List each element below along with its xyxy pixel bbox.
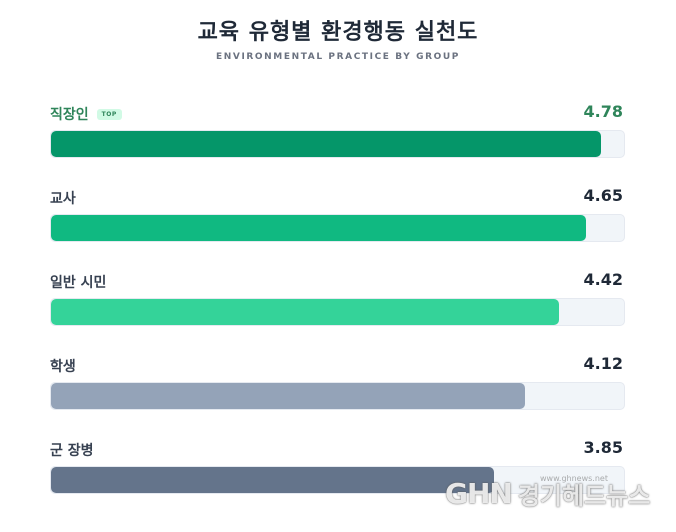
bar-category-label: 학생 [50,356,76,376]
category-text: 학생 [50,359,76,375]
category-text: 일반 시민 [50,275,107,291]
watermark: GHN 경기헤드뉴스 www.ghnews.net [445,474,651,511]
top-badge: TOP [96,108,122,120]
bar-row: 일반 시민 4.42 [50,270,625,334]
watermark-logo: GHN [445,477,513,510]
bar-value-label: 3.85 [583,438,623,457]
bar-category-label: 군 장병 [50,440,94,460]
bar-row: 직장인 TOP 4.78 [50,102,625,166]
category-text: 직장인 [50,107,89,123]
bar-track [50,298,625,326]
bar [51,299,560,325]
bar-track [50,382,625,410]
category-text: 군 장병 [50,443,94,459]
bar-value-label: 4.65 [583,186,623,205]
bar-track [50,466,625,494]
bar-category-label: 교사 [50,188,76,208]
chart-title: 교육 유형별 환경행동 실천도 [197,20,479,45]
bar-category-label: 일반 시민 [50,272,106,292]
category-text: 교사 [50,191,76,207]
bar-track [50,130,625,158]
bar [51,215,586,241]
bar-track [50,214,625,242]
bar [51,383,525,409]
bar-value-label: 4.78 [583,102,623,121]
bar-row: 학생 4.12 [50,354,625,418]
bar-value-label: 4.42 [583,270,623,289]
bar-row: 교사 4.65 [50,186,625,250]
bar-value-label: 4.12 [583,354,623,373]
bar [51,467,494,493]
bar [51,131,601,157]
watermark-name: 경기헤드뉴스 [517,482,651,510]
watermark-url: www.ghnews.net [540,474,608,483]
bar-row: 군 장병 3.85 [50,438,625,502]
bar-category-label: 직장인 TOP [50,104,122,124]
chart-subtitle: ENVIRONMENTAL PRACTICE BY GROUP [216,52,460,62]
